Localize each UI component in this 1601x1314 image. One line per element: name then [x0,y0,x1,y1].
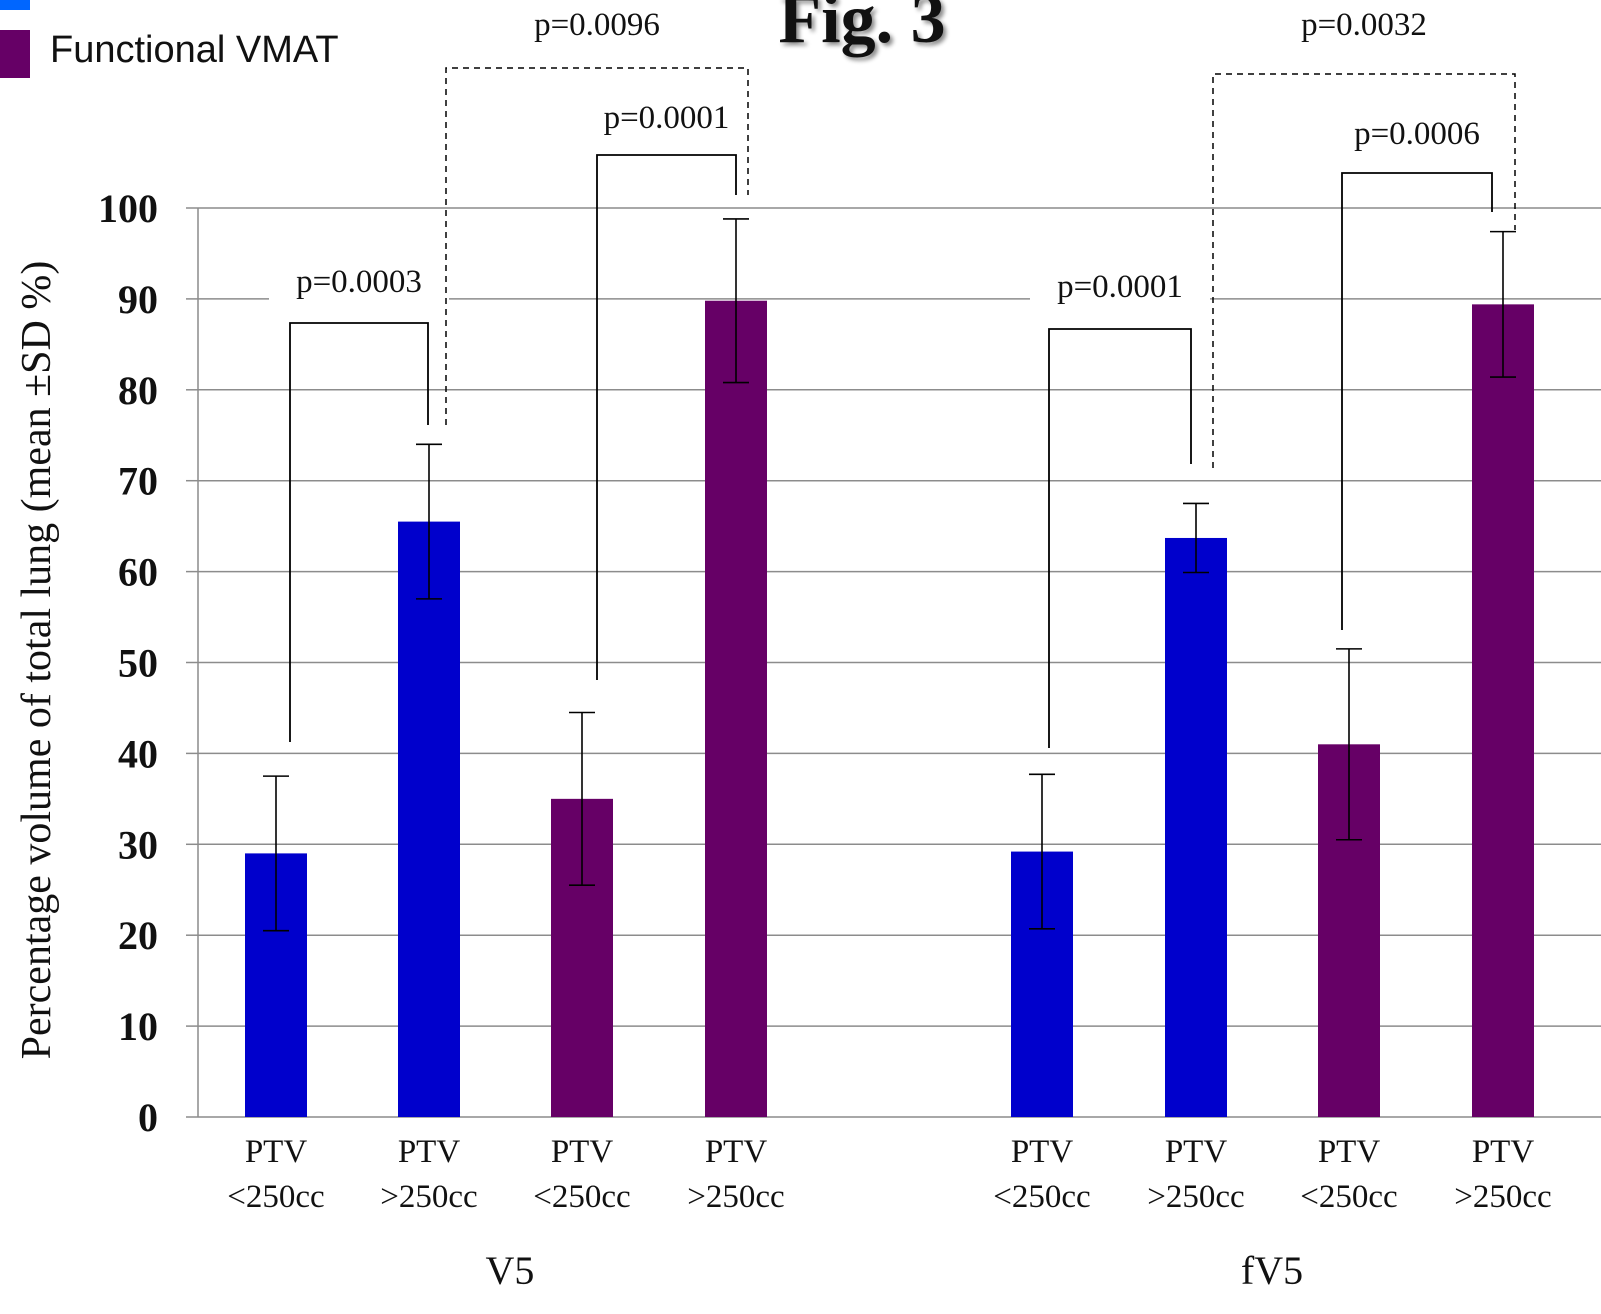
y-axis-label: Percentage volume of total lung (mean ±S… [14,261,60,1060]
legend: Functional VMAT [0,0,339,78]
x-tick-label: <250cc [993,1179,1090,1215]
significance-bracket [1048,328,1192,748]
x-tick-label: >250cc [380,1179,477,1215]
y-tick-label: 60 [118,550,158,595]
p-value-background [269,260,449,302]
bar [1165,537,1227,1117]
p-value-label: p=0.0001 [604,100,730,136]
x-tick-label: <250cc [227,1179,324,1215]
p-value-label: p=0.0001 [1057,269,1183,305]
y-tick-label: 100 [98,186,158,231]
y-tick-label: 50 [118,641,158,686]
significance-bracket [1212,73,1516,468]
group-label: V5 [486,1248,535,1293]
y-tick-label: 90 [118,277,158,322]
p-value-label: p=0.0006 [1354,116,1480,152]
significance-bracket [1341,172,1493,630]
significance-bracket [596,154,737,680]
x-tick-label: <250cc [533,1179,630,1215]
x-tick-label: >250cc [687,1179,784,1215]
y-tick-label: 0 [138,1095,158,1140]
error-bars [263,218,1516,932]
y-tick-label: 70 [118,459,158,504]
x-tick-label: PTV [1011,1134,1074,1170]
y-tick-label: 20 [118,913,158,958]
x-tick-label: PTV [551,1134,614,1170]
p-value-label: p=0.0003 [296,264,422,300]
legend-swatch-purple [0,30,30,78]
significance-brackets: p=0.0003 p=0.0001 p=0.0096 p=0.0001 p=0.0006… [269,7,1516,748]
x-tick-label: PTV [398,1134,461,1170]
p-value-background [576,96,757,138]
legend-label-functional-vmat: Functional VMAT [50,29,339,71]
x-tick-label: PTV [705,1134,768,1170]
bar [398,521,460,1117]
bar [705,300,767,1117]
legend-swatch-blue [0,0,30,10]
y-tick-label: 80 [118,368,158,413]
p-value-label: p=0.0032 [1301,7,1427,43]
p-value-background [1327,112,1507,154]
bars [245,300,1534,1117]
p-value-background [1030,265,1210,307]
group-label: fV5 [1241,1248,1303,1293]
x-tick-label: PTV [1472,1134,1535,1170]
x-tick-label: >250cc [1147,1179,1244,1215]
p-value-label: p=0.0096 [534,7,660,43]
x-tick-label: <250cc [1300,1179,1397,1215]
x-tick-label: PTV [1165,1134,1228,1170]
y-tick-label: 40 [118,731,158,776]
x-tick-label: PTV [1318,1134,1381,1170]
y-tick-label: 30 [118,822,158,867]
bar [1472,304,1534,1117]
figure-title: Fig. 3 [778,0,945,58]
x-tick-label: >250cc [1454,1179,1551,1215]
labels: 0 10 20 30 40 50 60 70 80 90 100 PTV <250cc PTV >250cc… [98,186,1552,1293]
significance-bracket [445,67,749,425]
significance-bracket [289,322,429,742]
y-tick-label: 10 [118,1004,158,1049]
x-tick-label: PTV [245,1134,308,1170]
